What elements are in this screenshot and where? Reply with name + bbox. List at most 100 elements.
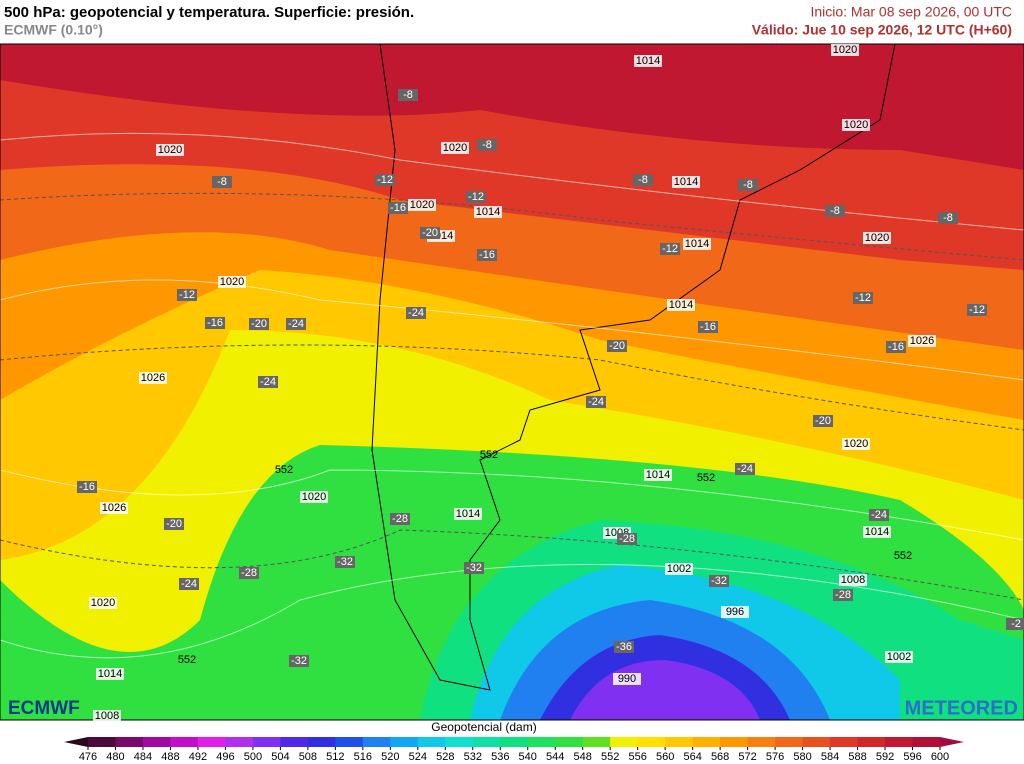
- colorbar-tick-label: 552: [601, 751, 619, 763]
- colorbar-swatch: [280, 737, 309, 747]
- temperature-label-bg: [420, 227, 440, 239]
- pressure-label-bg: [408, 199, 436, 211]
- colorbar-tick-label: 512: [326, 751, 344, 763]
- temperature-label-bg: [607, 340, 627, 352]
- temperature-label-bg: [258, 376, 278, 388]
- colorbar-swatch: [472, 737, 501, 747]
- pressure-label-bg: [454, 508, 482, 520]
- temperature-label: -12: [969, 304, 985, 316]
- ecmwf-logo: ECMWF: [8, 698, 80, 719]
- temperature-label-bg: [660, 243, 680, 255]
- colorbar-swatch: [500, 737, 529, 747]
- pressure-label-bg: [441, 142, 469, 154]
- temperature-label-bg: [477, 249, 497, 261]
- pressure-label: 1020: [844, 438, 868, 450]
- colorbar-tick-label: 580: [793, 751, 811, 763]
- colorbar-swatch: [610, 737, 639, 747]
- colorbar-tick-label: 492: [189, 751, 207, 763]
- temperature-label-bg: [164, 518, 184, 530]
- temperature-label: -24: [288, 318, 304, 330]
- temperature-label: -8: [638, 174, 648, 186]
- pressure-label: 1020: [91, 597, 115, 609]
- pressure-label-bg: [634, 55, 662, 67]
- pressure-label: 1020: [865, 232, 889, 244]
- colorbar-tick-label: 544: [546, 751, 564, 763]
- colorbar-tick-label: 568: [711, 751, 729, 763]
- temperature-label: -16: [888, 341, 904, 353]
- pressure-label-bg: [300, 491, 328, 503]
- temperature-label-bg: [617, 533, 637, 545]
- colorbar-swatch: [88, 737, 116, 747]
- pressure-label: 1020: [833, 44, 857, 56]
- colorbar-swatch: [335, 737, 364, 747]
- temperature-label-bg: [466, 191, 486, 203]
- pressure-label-bg: [644, 469, 672, 481]
- pressure-label: 1020: [158, 144, 182, 156]
- colorbar-tick-label: 600: [931, 751, 949, 763]
- pressure-label: 1014: [674, 176, 698, 188]
- pressure-label: 1020: [844, 119, 868, 131]
- pressure-label: 1014: [685, 238, 709, 250]
- pressure-label-bg: [93, 710, 121, 722]
- temperature-label-bg: [177, 289, 197, 301]
- pressure-label-bg: [863, 526, 891, 538]
- temperature-label: -16: [79, 481, 95, 493]
- colorbar-swatch: [115, 737, 144, 747]
- pressure-label-bg: [842, 438, 870, 450]
- valid-time: Válido: Jue 10 sep 2026, 12 UTC (H+60): [752, 22, 1012, 38]
- temperature-label-bg: [967, 304, 987, 316]
- temperature-label-bg: [853, 292, 873, 304]
- temperature-label: -32: [711, 575, 727, 587]
- temperature-label-bg: [614, 641, 634, 653]
- isobars: [0, 132, 1024, 659]
- temperature-label-bg: [886, 341, 906, 353]
- colorbar-tick-label: 524: [409, 751, 427, 763]
- title: 500 hPa: geopotencial y temperatura. Sup…: [4, 4, 414, 21]
- temperature-label-bg: [1006, 618, 1024, 630]
- temperature-label-bg: [586, 396, 606, 408]
- pressure-label: 1020: [443, 142, 467, 154]
- temperature-label-bg: [833, 589, 853, 601]
- colorbar-tick-label: 596: [903, 751, 921, 763]
- temperature-label: -24: [260, 376, 276, 388]
- pressure-label-bg: [156, 144, 184, 156]
- colorbar-swatch: [720, 737, 749, 747]
- colorbar-tick-label: 572: [738, 751, 756, 763]
- temperature-label-bg: [239, 567, 259, 579]
- colorbar-swatch: [362, 737, 391, 747]
- pressure-label-bg: [863, 232, 891, 244]
- pressure-label-bg: [885, 651, 913, 663]
- pressure-label: 1014: [636, 55, 660, 67]
- colorbar-swatch: [775, 737, 804, 747]
- temperature-label-bg: [698, 321, 718, 333]
- temperature-label-bg: [735, 463, 755, 475]
- colorbar-tick-label: 480: [106, 751, 124, 763]
- map-field: [0, 44, 1024, 720]
- temperature-label: -20: [422, 227, 438, 239]
- pressure-label-bg: [96, 668, 124, 680]
- colorbar-swatch: [555, 737, 584, 747]
- temperature-label-bg: [738, 179, 758, 191]
- colorbar-swatch: [692, 737, 721, 747]
- temperature-label: -28: [392, 513, 408, 525]
- isotherms: [0, 192, 1024, 601]
- pressure-label-bg: [665, 563, 693, 575]
- temperature-label: -24: [588, 396, 604, 408]
- colorbar-tick-label: 520: [381, 751, 399, 763]
- colorbar-swatch: [527, 737, 556, 747]
- pressure-label: 1020: [410, 199, 434, 211]
- temperature-label-bg: [205, 317, 225, 329]
- colorbar-tick-label: 484: [134, 751, 152, 763]
- temperature-label-bg: [289, 655, 309, 667]
- temperature-label: -8: [482, 139, 492, 151]
- pressure-label-bg: [683, 238, 711, 250]
- temperature-label-bg: [938, 212, 958, 224]
- colorbar-tick-label: 476: [79, 751, 97, 763]
- temperature-label-bg: [179, 578, 199, 590]
- colorbar-swatch: [802, 737, 831, 747]
- pressure-label: 1014: [98, 668, 122, 680]
- temperature-label-bg: [464, 562, 484, 574]
- colorbar-swatch: [665, 737, 694, 747]
- pressure-label-bg: [474, 206, 502, 218]
- colorbar-tick-label: 536: [491, 751, 509, 763]
